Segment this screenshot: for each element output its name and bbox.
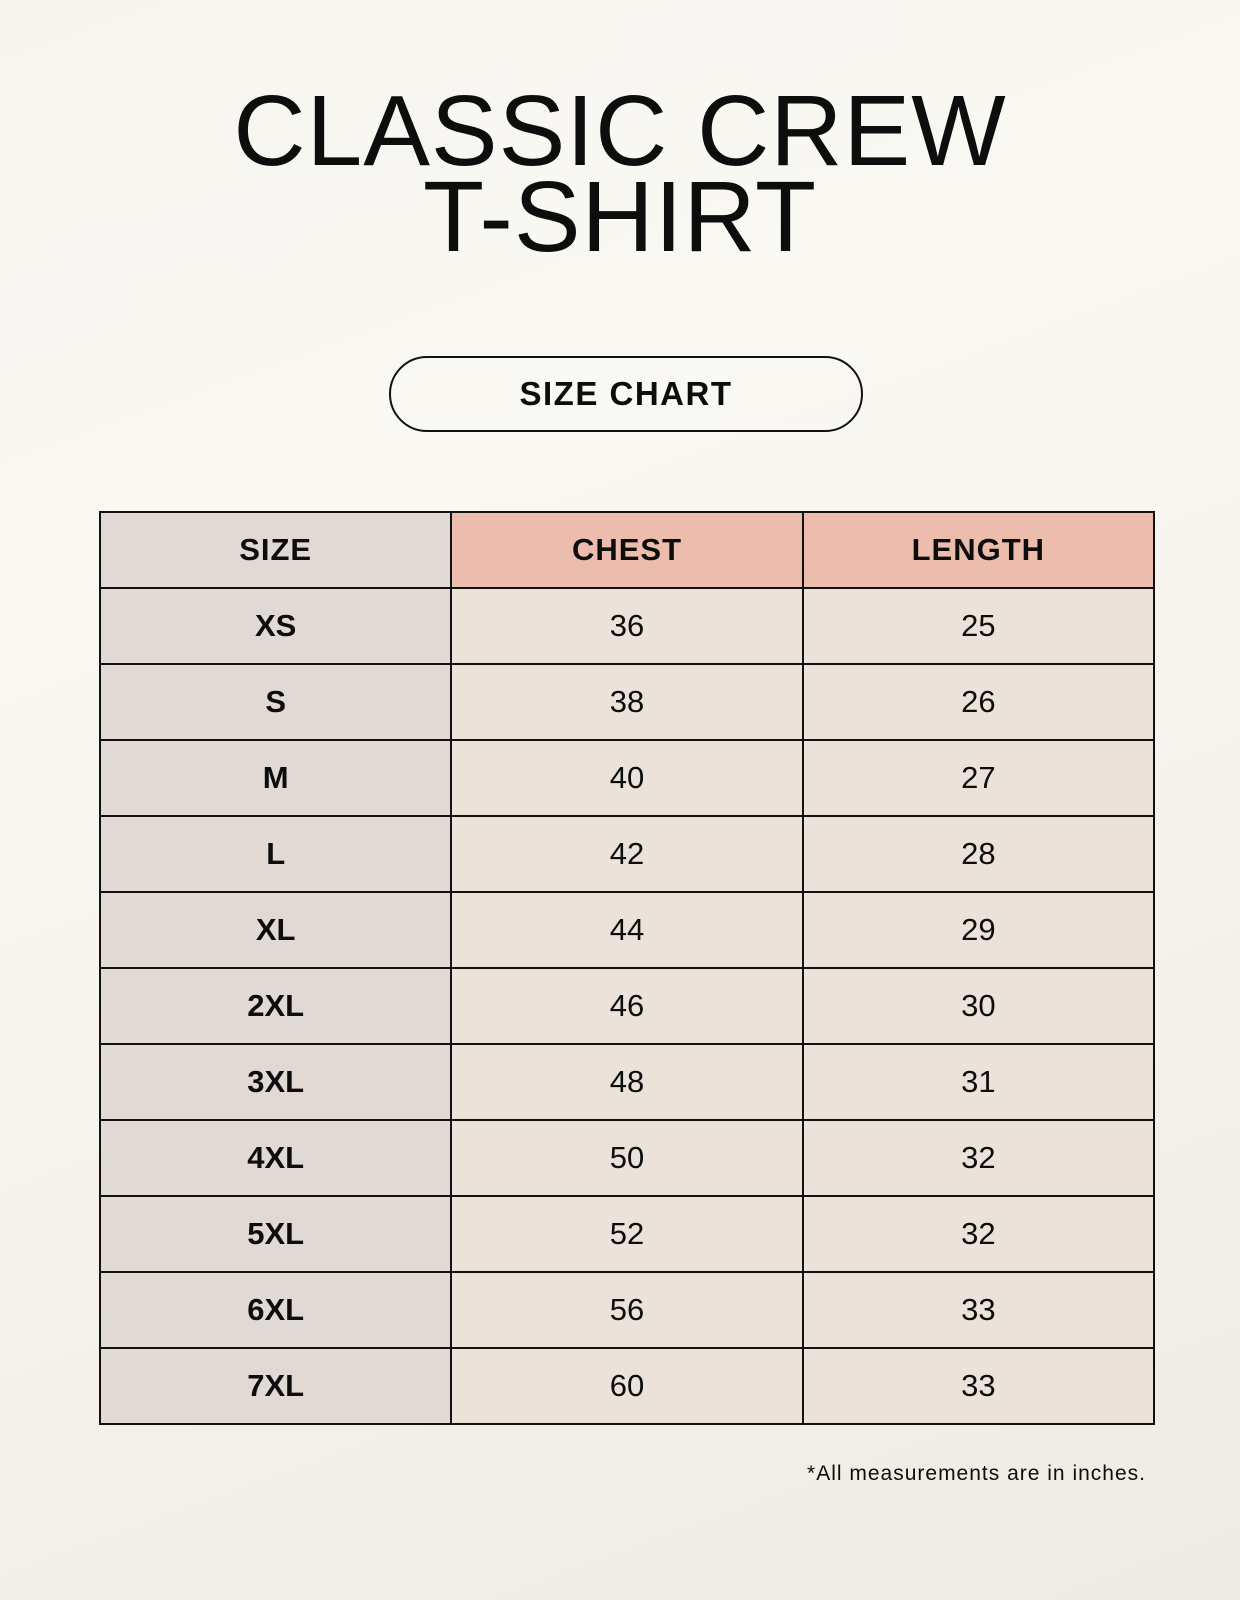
measurement-note: *All measurements are in inches.: [807, 1462, 1146, 1485]
chest-cell: 38: [450, 663, 804, 741]
size-cell: 5XL: [98, 1195, 453, 1273]
chest-cell: 48: [450, 1043, 804, 1121]
size-cell: M: [98, 739, 453, 817]
length-cell: 32: [801, 1195, 1156, 1273]
size-cell: S: [98, 663, 453, 741]
length-cell: 29: [801, 891, 1156, 969]
length-cell: 31: [801, 1043, 1156, 1121]
chest-cell: 44: [450, 891, 804, 969]
length-cell: 30: [801, 967, 1156, 1045]
chest-cell: 46: [450, 967, 804, 1045]
length-cell: 33: [801, 1347, 1156, 1425]
size-cell: 3XL: [98, 1043, 453, 1121]
size-cell: 6XL: [98, 1271, 453, 1349]
table-row: 6XL 56 33: [98, 1271, 1156, 1349]
table-row: 4XL 50 32: [98, 1119, 1156, 1197]
page-title: CLASSIC CREW T-SHIRT: [0, 75, 1240, 273]
chest-cell: 36: [450, 587, 804, 665]
chest-cell: 40: [450, 739, 804, 817]
title-line-1: CLASSIC CREW: [233, 75, 1007, 187]
size-cell: 4XL: [98, 1119, 453, 1197]
header-size: SIZE: [98, 511, 453, 589]
title-line-2: T-SHIRT: [422, 161, 818, 273]
size-chart-badge: SIZE CHART: [389, 356, 863, 432]
chest-cell: 50: [450, 1119, 804, 1197]
size-cell: 7XL: [98, 1347, 453, 1425]
size-cell: L: [98, 815, 453, 893]
length-cell: 33: [801, 1271, 1156, 1349]
size-cell: XS: [98, 587, 453, 665]
table-row: S 38 26: [98, 663, 1156, 741]
chest-cell: 42: [450, 815, 804, 893]
size-table: SIZE CHEST LENGTH XS 36 25 S 38 26 M 40 27 L 42 28 X…: [98, 511, 1156, 1425]
chest-cell: 52: [450, 1195, 804, 1273]
table-row: M 40 27: [98, 739, 1156, 817]
header-length: LENGTH: [801, 511, 1156, 589]
length-cell: 25: [801, 587, 1156, 665]
size-cell: XL: [98, 891, 453, 969]
length-cell: 26: [801, 663, 1156, 741]
table-row: 7XL 60 33: [98, 1347, 1156, 1425]
table-row: L 42 28: [98, 815, 1156, 893]
table-row: XS 36 25: [98, 587, 1156, 665]
table-row: 3XL 48 31: [98, 1043, 1156, 1121]
header-chest: CHEST: [450, 511, 804, 589]
chest-cell: 56: [450, 1271, 804, 1349]
table-row: XL 44 29: [98, 891, 1156, 969]
length-cell: 32: [801, 1119, 1156, 1197]
length-cell: 28: [801, 815, 1156, 893]
size-cell: 2XL: [98, 967, 453, 1045]
length-cell: 27: [801, 739, 1156, 817]
table-row: 2XL 46 30: [98, 967, 1156, 1045]
table-header-row: SIZE CHEST LENGTH: [98, 511, 1156, 589]
table-row: 5XL 52 32: [98, 1195, 1156, 1273]
chest-cell: 60: [450, 1347, 804, 1425]
